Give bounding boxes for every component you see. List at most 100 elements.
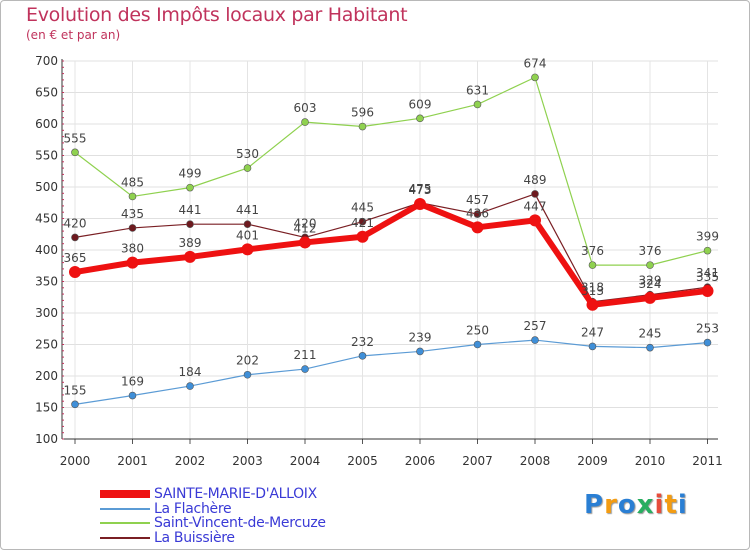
logo-letter: t (664, 490, 678, 520)
x-tick-label: 2006 (405, 454, 436, 468)
data-label: 239 (409, 330, 432, 344)
data-label: 631 (466, 83, 489, 97)
data-point (531, 336, 539, 344)
legend-label: Saint-Vincent-de-Mercuze (154, 515, 326, 531)
data-point (71, 233, 79, 242)
y-tick-label: 150 (35, 401, 58, 415)
x-tick-label: 2009 (577, 454, 608, 468)
data-label: 335 (696, 270, 719, 284)
data-point (186, 183, 194, 192)
y-tick-label: 100 (35, 432, 58, 446)
data-point (588, 261, 597, 269)
data-label: 441 (179, 203, 202, 217)
legend-label: La Buissière (154, 529, 235, 546)
data-label: 341 (696, 266, 719, 280)
logo-letter: x (636, 490, 655, 520)
data-point (243, 164, 252, 172)
data-point (128, 224, 137, 232)
data-label: 253 (696, 322, 719, 336)
data-label: 245 (639, 327, 662, 341)
data-point (703, 338, 712, 347)
data-label: 420 (64, 216, 87, 230)
data-point (126, 256, 139, 269)
chart-title: Evolution des Impôts locaux par Habitant (26, 4, 408, 26)
data-point (471, 221, 484, 234)
data-label: 399 (696, 230, 719, 244)
data-label: 530 (236, 147, 259, 161)
x-tick-label: 2002 (175, 454, 206, 468)
y-tick-label: 200 (35, 369, 58, 383)
series-line (74, 76, 708, 266)
logo-letter: i (654, 490, 665, 520)
data-label: 441 (236, 203, 259, 217)
logo-letter: o (617, 490, 637, 520)
data-point (71, 400, 79, 409)
x-tick-label: 2004 (290, 454, 321, 468)
data-label: 169 (121, 375, 144, 389)
y-tick-label: 500 (35, 180, 58, 194)
data-label: 473 (409, 183, 432, 197)
y-tick-label: 250 (35, 338, 58, 352)
data-point (358, 122, 367, 131)
data-point (414, 198, 426, 211)
data-point (701, 284, 714, 297)
data-point (531, 190, 539, 198)
data-point (186, 382, 194, 390)
data-label: 313 (581, 284, 604, 298)
x-tick-label: 2011 (692, 454, 723, 468)
legend-swatch (100, 536, 150, 539)
data-point (703, 246, 712, 255)
data-point (586, 298, 599, 311)
data-point (299, 236, 311, 249)
data-label: 389 (179, 236, 202, 250)
data-point (588, 342, 597, 351)
series-line (74, 201, 708, 308)
data-point (473, 340, 482, 349)
data-label: 365 (64, 251, 87, 265)
data-point (416, 114, 424, 123)
data-point (356, 230, 369, 243)
data-point (644, 291, 656, 304)
data-label: 184 (179, 365, 202, 379)
data-point (358, 217, 367, 226)
data-label: 401 (236, 228, 259, 242)
x-tick-label: 2001 (117, 454, 148, 468)
proxiti-logo: Proxiti (584, 490, 688, 520)
data-point (243, 220, 252, 228)
data-point (71, 148, 79, 157)
x-tick-label: 2003 (232, 454, 263, 468)
logo-letter: P (584, 490, 605, 520)
data-label: 376 (581, 244, 604, 258)
data-point (358, 352, 367, 360)
y-tick-label: 700 (35, 54, 58, 68)
logo-letter: r (604, 490, 618, 520)
legend-swatch (100, 490, 150, 498)
data-label: 380 (121, 242, 144, 256)
data-point (128, 391, 137, 400)
data-label: 376 (639, 244, 662, 258)
data-label: 475 (409, 182, 432, 196)
data-point (69, 266, 81, 279)
legend-item: La Buissière (100, 530, 235, 546)
data-label: 421 (351, 216, 374, 230)
data-label: 499 (179, 167, 202, 181)
data-label: 412 (294, 221, 317, 235)
data-label: 445 (351, 201, 374, 215)
data-point (646, 261, 654, 269)
data-label: 420 (294, 216, 317, 230)
data-label: 247 (581, 325, 604, 339)
y-tick-label: 400 (35, 243, 58, 257)
data-label: 202 (236, 354, 259, 368)
legend-item: Saint-Vincent-de-Mercuze (100, 515, 326, 531)
data-label: 155 (64, 383, 87, 397)
data-label: 609 (409, 97, 432, 111)
data-point (241, 243, 254, 256)
legend-item: La Flachère (100, 501, 232, 517)
legend-swatch (100, 522, 150, 524)
y-tick-label: 550 (35, 149, 58, 163)
data-point (529, 214, 541, 227)
data-point (186, 220, 194, 228)
chart-subtitle: (en € et par an) (26, 28, 121, 42)
data-label: 329 (639, 274, 662, 288)
